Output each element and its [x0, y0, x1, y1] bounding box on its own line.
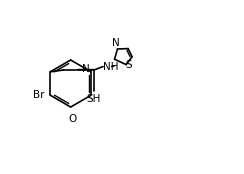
Text: S: S — [125, 61, 132, 70]
Text: SH: SH — [87, 94, 101, 104]
Text: NH: NH — [103, 62, 119, 72]
Text: N: N — [112, 38, 120, 48]
Text: O: O — [68, 114, 77, 124]
Text: N: N — [82, 64, 89, 74]
Text: Br: Br — [33, 90, 44, 100]
